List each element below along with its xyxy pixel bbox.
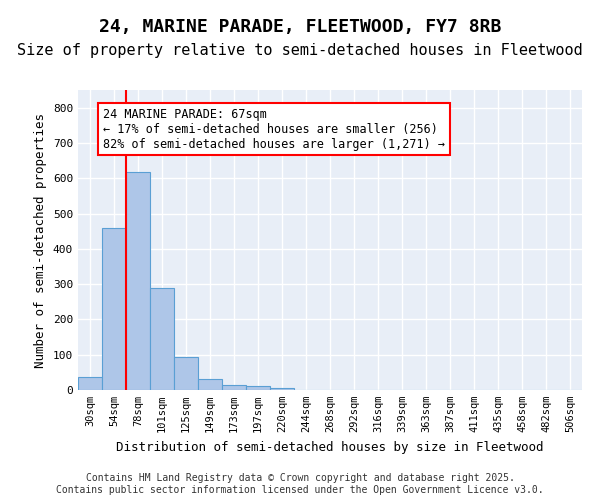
Bar <box>150 288 174 390</box>
Bar <box>222 384 246 390</box>
Text: 24, MARINE PARADE, FLEETWOOD, FY7 8RB: 24, MARINE PARADE, FLEETWOOD, FY7 8RB <box>99 18 501 36</box>
Text: Contains HM Land Registry data © Crown copyright and database right 2025.
Contai: Contains HM Land Registry data © Crown c… <box>56 474 544 495</box>
X-axis label: Distribution of semi-detached houses by size in Fleetwood: Distribution of semi-detached houses by … <box>116 440 544 454</box>
Text: Size of property relative to semi-detached houses in Fleetwood: Size of property relative to semi-detach… <box>17 42 583 58</box>
Bar <box>174 357 198 390</box>
Y-axis label: Number of semi-detached properties: Number of semi-detached properties <box>34 112 47 368</box>
Bar <box>198 378 222 390</box>
Bar <box>102 228 126 390</box>
Bar <box>246 386 270 390</box>
Bar <box>126 172 150 390</box>
Bar <box>78 376 102 390</box>
Text: 24 MARINE PARADE: 67sqm
← 17% of semi-detached houses are smaller (256)
82% of s: 24 MARINE PARADE: 67sqm ← 17% of semi-de… <box>103 108 445 150</box>
Bar <box>270 388 294 390</box>
